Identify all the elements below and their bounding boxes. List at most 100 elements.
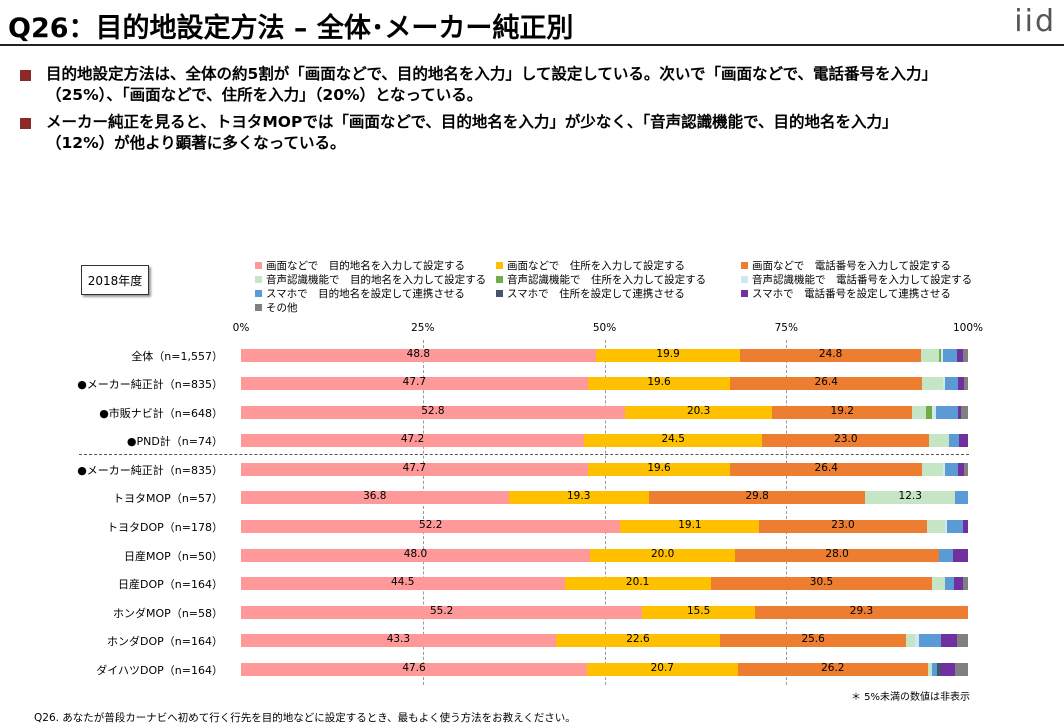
legend-label: 画面などで 電話番号を入力して設定する (752, 260, 951, 272)
row-label: 日産DOP（n=164） (118, 578, 223, 591)
gridline (786, 340, 788, 685)
bar-segment (941, 663, 955, 676)
legend-item-10: その他 (255, 300, 298, 315)
bar-segment (241, 377, 588, 390)
legend-swatch (255, 290, 262, 297)
bar-segment (932, 663, 937, 676)
data-label: 48.0 (403, 548, 428, 560)
row-label: ホンダMOP（n=58） (113, 607, 223, 620)
row-label: トヨタDOP（n=178） (107, 521, 223, 534)
legend-item-5: 音声認識機能で 住所を入力して設定する (496, 272, 706, 287)
bar-segment (931, 406, 936, 419)
bar-segment (241, 634, 556, 647)
data-label: 19.6 (647, 462, 671, 474)
group-separator (79, 454, 969, 455)
bar-segment (962, 349, 968, 362)
bar-segment (730, 377, 923, 390)
data-label: 26.2 (821, 662, 845, 674)
bar-segment (959, 434, 968, 447)
page-title: Q26：目的地設定方法 – 全体･メーカー純正別 (8, 13, 574, 44)
bar-segment (957, 634, 968, 647)
bar-segment (865, 491, 955, 504)
bar-segment (720, 634, 907, 647)
bar-segment (945, 577, 955, 590)
x-tick-label: 25% (411, 322, 435, 334)
bar-segment (963, 463, 968, 476)
data-label: 20.7 (650, 662, 674, 674)
legend-item-7: スマホで 目的地名を設定して連携させる (255, 286, 465, 301)
bar-segment (587, 377, 731, 390)
bar-segment (241, 577, 565, 590)
bar-segment (564, 577, 711, 590)
bar-segment (241, 463, 588, 476)
x-tick-label: 100% (952, 322, 984, 334)
row-label: ホンダDOP（n=164） (107, 635, 223, 648)
bar-segment (936, 406, 958, 419)
bar-segment (944, 463, 958, 476)
legend-label: 画面などで 目的地名を入力して設定する (266, 260, 465, 272)
bar-segment (941, 349, 943, 362)
data-label: 26.4 (814, 462, 838, 474)
data-label: 43.3 (386, 633, 411, 645)
row-label: ダイハツDOP（n=164） (96, 664, 223, 677)
bar-segment (953, 549, 968, 562)
data-label: 19.2 (830, 405, 854, 417)
data-label: 19.1 (678, 519, 702, 531)
bar-segment (936, 663, 942, 676)
bar-segment (929, 434, 950, 447)
bar-segment (772, 406, 912, 419)
bar-segment (942, 349, 958, 362)
data-label: 24.5 (661, 433, 685, 445)
bar-segment (946, 520, 963, 533)
data-label: 47.2 (400, 433, 425, 445)
legend-label: その他 (266, 302, 298, 314)
data-label: 30.5 (809, 576, 834, 588)
iid-logo: iid (1014, 4, 1056, 39)
bar-segment (944, 520, 947, 533)
row-label: トヨタMOP（n=57） (113, 492, 223, 505)
legend-swatch (255, 304, 262, 311)
bar-segment (912, 406, 926, 419)
bar-segment (914, 634, 920, 647)
bar-segment (957, 463, 964, 476)
bar-segment (938, 549, 954, 562)
bar-segment (932, 577, 946, 590)
bar-segment (920, 349, 939, 362)
bar-segment (241, 549, 590, 562)
data-label: 15.5 (686, 605, 711, 617)
data-label: 24.8 (818, 348, 843, 360)
x-tick-label: 0% (232, 322, 250, 334)
bar-segment (954, 491, 968, 504)
legend-item-8: スマホで 住所を設定して連携させる (496, 286, 685, 301)
summary-bullet-2-line-2: （12%）が他より顕著に多くなっている。 (46, 134, 346, 152)
bar-segment (624, 406, 773, 419)
data-label: 23.0 (831, 519, 855, 531)
bar-segment (735, 549, 939, 562)
legend-swatch (255, 276, 262, 283)
data-label: 19.9 (656, 348, 680, 360)
legend-label: 音声認識機能で 住所を入力して設定する (507, 274, 707, 286)
legend-swatch (741, 262, 748, 269)
bar-segment (928, 663, 933, 676)
row-label: ●メーカー純正計（n=835） (77, 464, 223, 477)
bar-segment (648, 491, 866, 504)
bar-segment (957, 406, 961, 419)
summary-bullet-1-line-2: （25%）、「画面などで、住所を入力」（20%）となっている。 (46, 86, 483, 104)
bar-segment (620, 520, 760, 533)
data-label: 29.8 (745, 490, 769, 502)
bar-segment (589, 549, 736, 562)
footnote: ＊ 5%未満の数値は非表示 (850, 692, 970, 703)
gridline (422, 340, 424, 685)
bar-segment (957, 377, 964, 390)
legend-item-3: 画面などで 電話番号を入力して設定する (741, 258, 951, 273)
bar-segment (944, 377, 958, 390)
data-label: 12.3 (898, 490, 922, 502)
legend-label: スマホで 住所を設定して連携させる (507, 288, 685, 300)
bar-segment (241, 663, 588, 676)
legend-swatch (496, 276, 503, 283)
bar-segment (957, 349, 963, 362)
bar-segment (241, 491, 509, 504)
bar-segment (938, 349, 942, 362)
bar-segment (595, 349, 741, 362)
bar-segment (919, 634, 942, 647)
